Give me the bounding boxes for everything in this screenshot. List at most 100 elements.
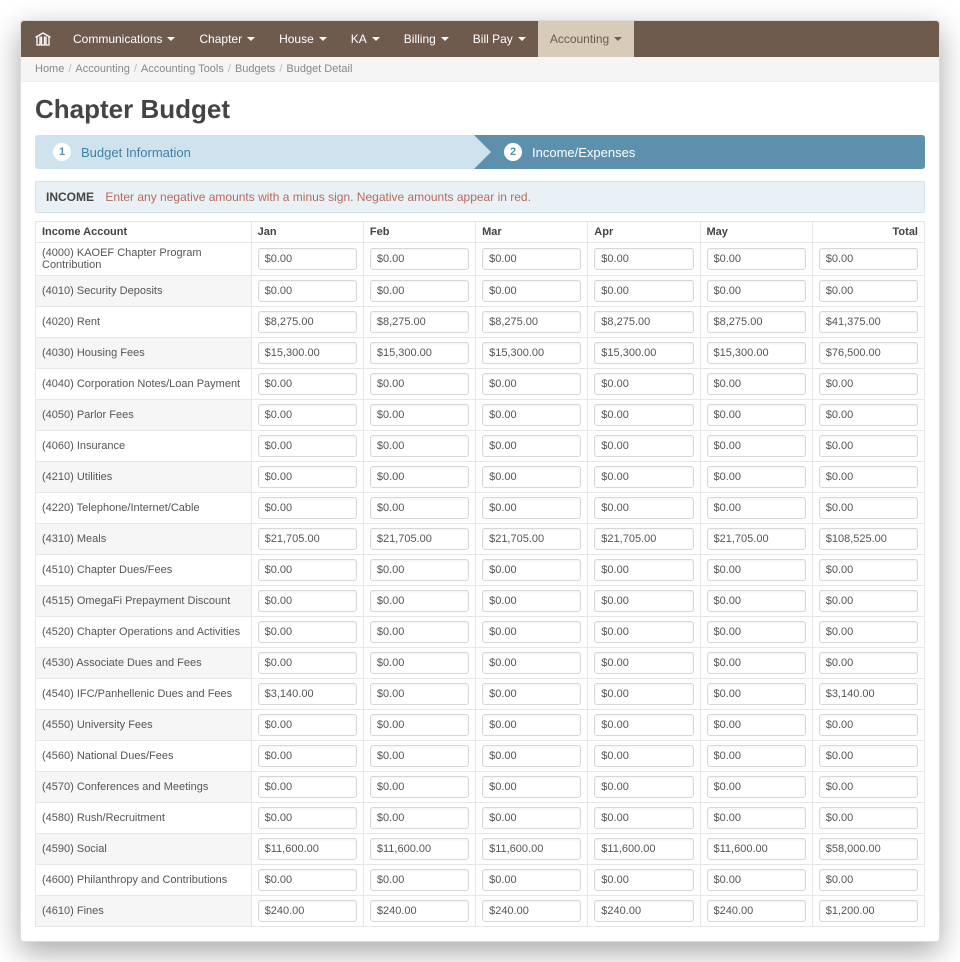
total-input[interactable] <box>819 280 918 302</box>
amount-input[interactable] <box>594 838 693 860</box>
amount-input[interactable] <box>258 342 357 364</box>
total-input[interactable] <box>819 807 918 829</box>
amount-input[interactable] <box>370 745 469 767</box>
amount-input[interactable] <box>258 280 357 302</box>
amount-input[interactable] <box>370 404 469 426</box>
nav-item-house[interactable]: House <box>267 21 339 57</box>
amount-input[interactable] <box>707 559 806 581</box>
amount-input[interactable] <box>482 652 581 674</box>
amount-input[interactable] <box>482 621 581 643</box>
amount-input[interactable] <box>370 497 469 519</box>
amount-input[interactable] <box>258 838 357 860</box>
total-input[interactable] <box>819 683 918 705</box>
amount-input[interactable] <box>594 248 693 270</box>
amount-input[interactable] <box>482 714 581 736</box>
wizard-step-budget-info[interactable]: 1 Budget Information <box>35 135 474 169</box>
amount-input[interactable] <box>594 466 693 488</box>
total-input[interactable] <box>819 404 918 426</box>
amount-input[interactable] <box>370 714 469 736</box>
amount-input[interactable] <box>482 404 581 426</box>
amount-input[interactable] <box>707 435 806 457</box>
amount-input[interactable] <box>258 900 357 922</box>
home-icon[interactable] <box>29 21 61 57</box>
total-input[interactable] <box>819 652 918 674</box>
amount-input[interactable] <box>707 838 806 860</box>
amount-input[interactable] <box>370 248 469 270</box>
amount-input[interactable] <box>370 652 469 674</box>
amount-input[interactable] <box>594 311 693 333</box>
amount-input[interactable] <box>258 683 357 705</box>
amount-input[interactable] <box>482 900 581 922</box>
amount-input[interactable] <box>258 714 357 736</box>
nav-item-communications[interactable]: Communications <box>61 21 187 57</box>
nav-item-bill-pay[interactable]: Bill Pay <box>461 21 538 57</box>
amount-input[interactable] <box>707 311 806 333</box>
wizard-step-income-expenses[interactable]: 2 Income/Expenses <box>474 135 925 169</box>
amount-input[interactable] <box>482 311 581 333</box>
amount-input[interactable] <box>482 280 581 302</box>
breadcrumb-item[interactable]: Budgets <box>235 63 275 75</box>
amount-input[interactable] <box>258 745 357 767</box>
breadcrumb-item[interactable]: Home <box>35 63 64 75</box>
amount-input[interactable] <box>258 869 357 891</box>
amount-input[interactable] <box>482 248 581 270</box>
amount-input[interactable] <box>482 776 581 798</box>
amount-input[interactable] <box>370 683 469 705</box>
amount-input[interactable] <box>258 652 357 674</box>
total-input[interactable] <box>819 342 918 364</box>
nav-item-billing[interactable]: Billing <box>392 21 461 57</box>
nav-item-ka[interactable]: KA <box>339 21 392 57</box>
amount-input[interactable] <box>707 900 806 922</box>
amount-input[interactable] <box>258 404 357 426</box>
amount-input[interactable] <box>707 497 806 519</box>
total-input[interactable] <box>819 714 918 736</box>
amount-input[interactable] <box>258 528 357 550</box>
amount-input[interactable] <box>594 714 693 736</box>
amount-input[interactable] <box>707 248 806 270</box>
total-input[interactable] <box>819 776 918 798</box>
amount-input[interactable] <box>707 683 806 705</box>
amount-input[interactable] <box>707 745 806 767</box>
total-input[interactable] <box>819 435 918 457</box>
amount-input[interactable] <box>482 745 581 767</box>
total-input[interactable] <box>819 248 918 270</box>
total-input[interactable] <box>819 621 918 643</box>
amount-input[interactable] <box>370 776 469 798</box>
breadcrumb-item[interactable]: Accounting Tools <box>141 63 224 75</box>
amount-input[interactable] <box>707 714 806 736</box>
amount-input[interactable] <box>707 373 806 395</box>
amount-input[interactable] <box>370 311 469 333</box>
total-input[interactable] <box>819 559 918 581</box>
amount-input[interactable] <box>370 466 469 488</box>
amount-input[interactable] <box>370 869 469 891</box>
amount-input[interactable] <box>594 342 693 364</box>
amount-input[interactable] <box>594 652 693 674</box>
amount-input[interactable] <box>594 373 693 395</box>
total-input[interactable] <box>819 528 918 550</box>
amount-input[interactable] <box>707 869 806 891</box>
amount-input[interactable] <box>707 404 806 426</box>
total-input[interactable] <box>819 869 918 891</box>
amount-input[interactable] <box>258 311 357 333</box>
amount-input[interactable] <box>370 373 469 395</box>
amount-input[interactable] <box>258 373 357 395</box>
total-input[interactable] <box>819 838 918 860</box>
amount-input[interactable] <box>370 590 469 612</box>
amount-input[interactable] <box>482 590 581 612</box>
amount-input[interactable] <box>482 435 581 457</box>
amount-input[interactable] <box>594 497 693 519</box>
amount-input[interactable] <box>594 559 693 581</box>
amount-input[interactable] <box>370 807 469 829</box>
amount-input[interactable] <box>594 435 693 457</box>
amount-input[interactable] <box>370 900 469 922</box>
amount-input[interactable] <box>258 807 357 829</box>
amount-input[interactable] <box>707 528 806 550</box>
amount-input[interactable] <box>370 280 469 302</box>
amount-input[interactable] <box>594 683 693 705</box>
amount-input[interactable] <box>594 900 693 922</box>
amount-input[interactable] <box>482 559 581 581</box>
amount-input[interactable] <box>707 652 806 674</box>
amount-input[interactable] <box>370 435 469 457</box>
amount-input[interactable] <box>594 590 693 612</box>
amount-input[interactable] <box>370 559 469 581</box>
